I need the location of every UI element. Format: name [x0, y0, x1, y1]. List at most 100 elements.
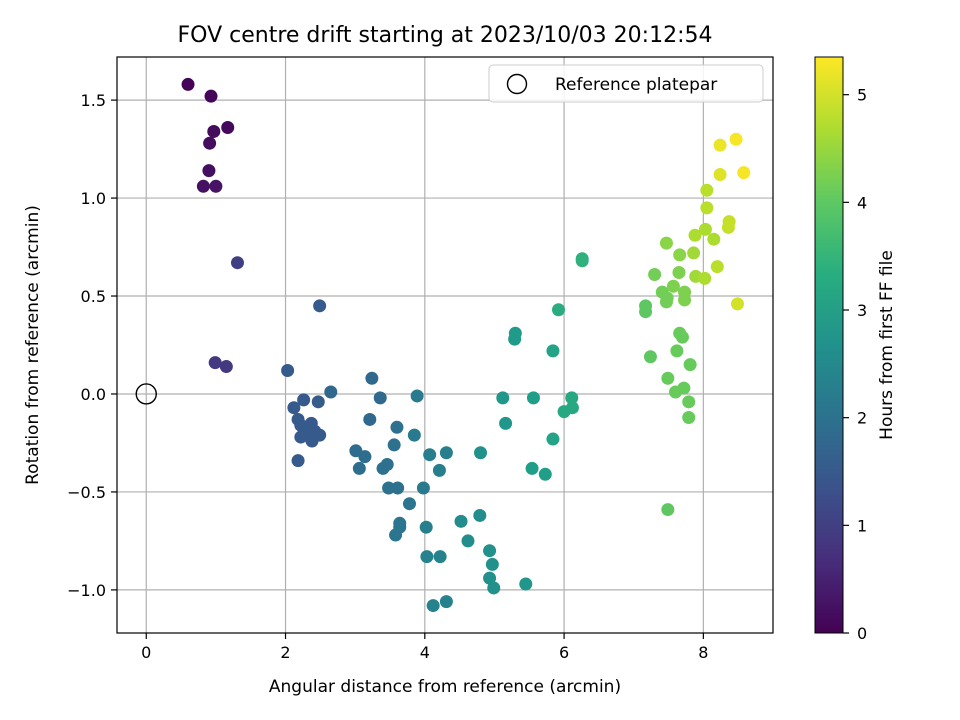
y-tick-label: 0.5 — [81, 287, 106, 306]
data-point — [538, 467, 552, 481]
data-point — [565, 391, 579, 405]
plot-frame — [116, 56, 774, 634]
data-point — [700, 183, 714, 197]
data-point — [546, 344, 560, 358]
data-point — [687, 246, 701, 260]
data-point — [552, 303, 566, 317]
data-point — [204, 89, 218, 103]
data-point — [730, 297, 744, 311]
y-tick-label: −0.5 — [67, 483, 106, 502]
data-point — [432, 463, 446, 477]
colorbar: 0 1 2 3 4 5 Hours from first FF file — [814, 56, 897, 643]
colorbar-tick-label: 2 — [857, 409, 867, 428]
x-tick-label: 4 — [420, 643, 430, 662]
y-axis-label: Rotation from reference (arcmin) — [23, 205, 43, 485]
data-point — [487, 581, 501, 595]
data-point — [713, 168, 727, 182]
data-point — [525, 461, 539, 475]
data-point — [305, 434, 319, 448]
y-tick-label: 1.0 — [81, 189, 106, 208]
colorbar-gradient — [814, 56, 844, 634]
data-point — [181, 77, 195, 91]
data-point — [700, 201, 714, 215]
data-point — [670, 344, 684, 358]
data-point — [575, 254, 589, 268]
data-point — [382, 481, 396, 495]
data-point — [454, 514, 468, 528]
legend-box — [488, 64, 764, 103]
grid-lines — [117, 57, 773, 633]
data-point — [297, 393, 311, 407]
y-tick-label: 0.0 — [81, 385, 106, 404]
data-point — [389, 528, 403, 542]
x-tick-label: 6 — [559, 643, 569, 662]
data-point — [483, 571, 497, 585]
data-point — [376, 461, 390, 475]
data-point — [661, 503, 675, 517]
data-point — [499, 416, 513, 430]
data-point — [677, 381, 691, 395]
data-point — [682, 395, 696, 409]
chart-title: FOV centre drift starting at 2023/10/03 … — [178, 23, 713, 48]
data-point — [643, 350, 657, 364]
data-point — [683, 358, 697, 372]
data-point — [639, 305, 653, 319]
x-tick-label: 8 — [698, 643, 708, 662]
colorbar-label: Hours from first FF file — [877, 250, 897, 440]
data-point — [675, 330, 689, 344]
data-point — [416, 481, 430, 495]
reference-marker — [135, 383, 157, 405]
y-axis-ticks: −1.0 −0.5 0.0 0.5 1.0 1.5 — [67, 91, 117, 600]
data-point — [713, 138, 727, 152]
data-point — [365, 371, 379, 385]
data-point — [707, 232, 721, 246]
data-point — [410, 389, 424, 403]
legend-marker — [506, 73, 528, 95]
data-point — [737, 166, 751, 180]
data-point — [688, 228, 702, 242]
data-point — [208, 356, 222, 370]
data-point — [485, 557, 499, 571]
data-point — [678, 293, 692, 307]
data-point — [352, 461, 366, 475]
data-point — [402, 497, 416, 511]
data-points — [181, 77, 751, 613]
data-point — [698, 222, 712, 236]
colorbar-ticks: 0 1 2 3 4 5 — [843, 86, 867, 643]
data-point — [474, 446, 488, 460]
data-point — [207, 124, 221, 138]
data-point — [203, 136, 217, 150]
data-point — [387, 438, 401, 452]
data-point — [483, 544, 497, 558]
data-point — [666, 279, 680, 293]
data-point — [202, 164, 216, 178]
data-point — [496, 391, 510, 405]
data-point — [281, 363, 295, 377]
data-point — [407, 428, 421, 442]
data-point — [526, 391, 540, 405]
data-point — [313, 299, 327, 313]
data-point — [659, 295, 673, 309]
data-point — [373, 391, 387, 405]
data-point — [659, 236, 673, 250]
data-point — [423, 448, 437, 462]
data-point — [221, 121, 235, 135]
data-point — [196, 179, 210, 193]
data-point — [698, 271, 712, 285]
data-point — [209, 179, 223, 193]
data-point — [710, 260, 724, 274]
data-point — [673, 248, 687, 262]
data-point — [358, 450, 372, 464]
data-point — [311, 395, 325, 409]
data-point — [721, 220, 735, 234]
data-point — [324, 385, 338, 399]
x-axis-label: Angular distance from reference (arcmin) — [269, 677, 621, 697]
data-point — [390, 420, 404, 434]
data-point — [219, 360, 233, 374]
y-tick-label: −1.0 — [67, 581, 106, 600]
legend: Reference platepar — [488, 64, 764, 103]
data-point — [439, 595, 453, 609]
data-point — [519, 577, 533, 591]
y-tick-label: 1.5 — [81, 91, 106, 110]
legend-entry-reference-platepar: Reference platepar — [555, 75, 717, 95]
